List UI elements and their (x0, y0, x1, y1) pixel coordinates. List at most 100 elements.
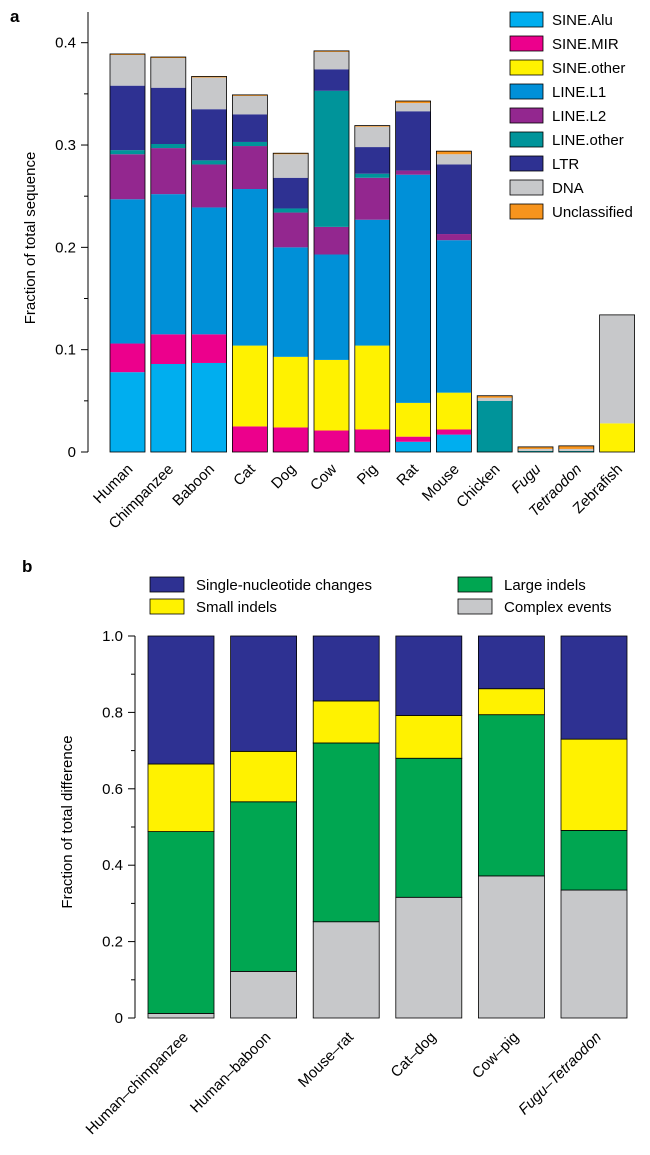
bar-segment-unclassified (354, 125, 390, 127)
bar-segment-dna (558, 448, 594, 451)
legend-swatch-complex-events (457, 598, 493, 615)
bar-segment-unclassified (395, 101, 431, 104)
bar-segment-dna (518, 448, 553, 451)
bar-segment-line-l1 (273, 247, 309, 357)
bar-segment-ltr (150, 87, 186, 144)
bar-segment-small-indels (230, 750, 298, 803)
bar-segment-complex-events (395, 896, 463, 1019)
x-tick-label-human-baboon: Human–baboon (187, 1029, 275, 1117)
y-axis-title: Fraction of total difference (59, 735, 76, 908)
legend-label-sine-other: SINE.other (552, 60, 625, 77)
bar-segment-sine-alu (191, 362, 227, 452)
bar-segment-sine-mir (273, 427, 309, 452)
bar-stack-chicken (476, 395, 513, 453)
bar-segment-line-l1 (395, 174, 431, 403)
bar-outline (150, 56, 187, 453)
bar-stack-mouse (435, 150, 472, 453)
legend-swatch-sine-mir (509, 35, 544, 52)
bar-segment-sine-mir (314, 430, 349, 452)
legend-label-line-other: LINE.other (552, 132, 624, 149)
x-tick-label-human-chimpanzee: Human–chimpanzee (83, 1029, 192, 1138)
bar-segment-large-indels (147, 831, 215, 1014)
panel-label-a: a (10, 7, 20, 26)
bar-stack-baboon (191, 76, 228, 453)
bar-segment-sine-other (232, 345, 268, 427)
bar-segment-ltr (110, 85, 145, 151)
legend-b: Single-nucleotide changes Large indels Sma… (149, 576, 612, 616)
bar-segment-single-nucleotide-changes (312, 635, 380, 702)
bar-segment-sine-other (273, 356, 309, 428)
bar-segment-line-other (110, 150, 145, 155)
bar-segment-line-l2 (110, 154, 145, 200)
legend-label-complex-events: Complex events (504, 599, 612, 616)
x-tick-label-pig: Pig (354, 461, 381, 488)
bar-segment-line-other (354, 173, 390, 178)
bar-segment-sine-mir (232, 426, 268, 452)
bar-segment-sine-other (314, 359, 349, 431)
bar-segment-line-other (232, 141, 268, 147)
bar-segment-line-other (273, 208, 309, 213)
bar-segment-dna (191, 77, 227, 110)
y-axis-title: Fraction of total sequence (22, 152, 39, 325)
bar-segment-small-indels (477, 688, 545, 716)
bar-segment-line-l2 (232, 146, 268, 190)
x-tick-label-cat: Cat (230, 460, 259, 489)
bar-segment-dna (150, 58, 186, 88)
bar-segment-dna (354, 126, 390, 148)
y-tick-label: 0 (68, 444, 76, 461)
x-tick-label-rat: Rat (393, 460, 422, 489)
x-tick-label-chicken: Chicken (453, 461, 503, 511)
bar-segment-sine-alu (150, 364, 186, 452)
bar-segment-small-indels (395, 715, 463, 759)
bar-outline (272, 152, 309, 453)
bar-segment-unclassified (273, 153, 309, 155)
legend-swatch-sine-other (509, 59, 544, 76)
legend-swatch-unclassified (509, 203, 544, 220)
bar-segment-line-other (150, 144, 186, 149)
x-tick-label-cow-pig: Cow–pig (469, 1029, 522, 1082)
y-tick-label: 0.1 (55, 342, 76, 359)
bar-segment-line-l1 (436, 240, 472, 393)
bar-stack-human-baboon (230, 635, 298, 1019)
bar-stack-human-chimpanzee (147, 635, 215, 1019)
bar-segment-small-indels (312, 700, 380, 744)
bar-segment-line-other (558, 450, 594, 452)
legend-swatch-line-l1 (509, 83, 544, 100)
bar-segment-large-indels (395, 757, 463, 898)
bar-stack-cow (313, 50, 350, 453)
bar-stack-zebrafish (599, 314, 635, 453)
bar-stack-dog (272, 152, 309, 453)
bar-segment-sine-other (436, 392, 472, 430)
bar-segment-sine-mir (110, 343, 145, 373)
y-tick-label: 0 (115, 1010, 123, 1027)
bar-stack-pig (354, 125, 391, 453)
bar-outline (354, 125, 391, 453)
bar-stack-cat-dog (395, 635, 463, 1019)
bar-outline (109, 53, 146, 453)
bar-segment-unclassified (314, 50, 349, 52)
bar-segment-line-other (191, 160, 227, 165)
legend-label-ltr: LTR (552, 156, 579, 173)
x-tick-label-mouse-rat: Mouse–rat (295, 1028, 358, 1091)
legend-swatch-line-other (509, 131, 544, 148)
bar-segment-unclassified (436, 151, 472, 155)
bar-segment-dna (232, 95, 268, 115)
bar-outline (599, 314, 635, 453)
legend-swatch-single-nucleotide-changes (149, 576, 185, 593)
bar-segment-line-l1 (191, 207, 227, 335)
bar-outline (231, 94, 268, 453)
bar-segment-line-l1 (354, 219, 390, 346)
bar-segment-unclassified (110, 53, 145, 55)
bar-segment-line-l2 (150, 148, 186, 195)
bar-segment-line-l2 (273, 212, 309, 248)
bar-segment-sine-alu (436, 434, 472, 452)
bar-segment-unclassified (150, 57, 186, 59)
legend-label-unclassified: Unclassified (552, 204, 633, 221)
bar-segment-ltr (232, 114, 268, 142)
bar-outline (558, 445, 595, 453)
bar-segment-dna (273, 154, 309, 178)
bar-segment-large-indels (312, 742, 380, 923)
x-tick-label-fugu-tetraodon: Fugu–Tetraodon (515, 1029, 604, 1118)
bar-segment-sine-other (395, 402, 431, 437)
